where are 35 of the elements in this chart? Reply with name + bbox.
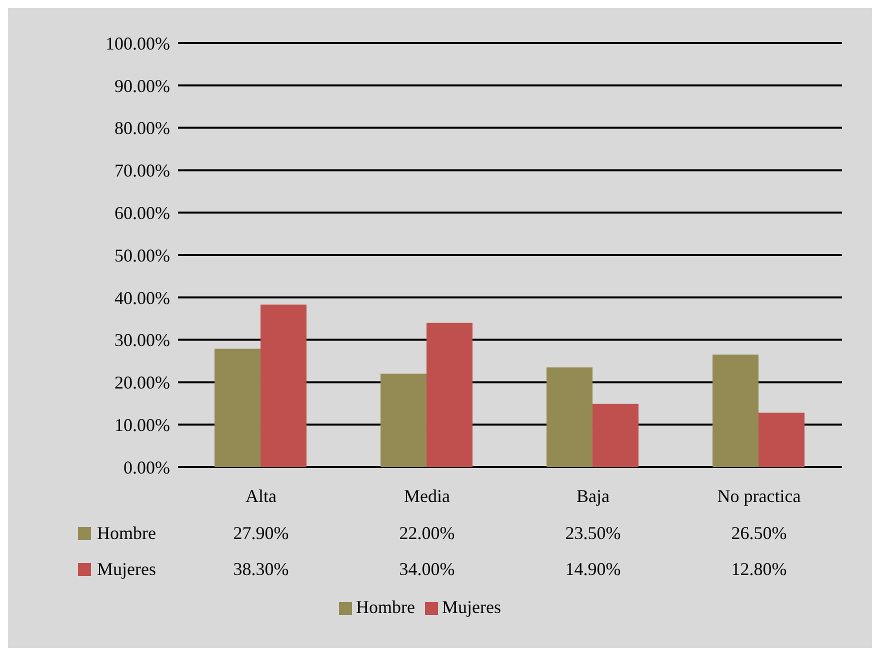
bar bbox=[712, 354, 759, 467]
data-label: 38.30% bbox=[232, 559, 290, 580]
y-tick-label: 50.00% bbox=[114, 245, 170, 266]
bar bbox=[426, 322, 473, 467]
data-label: 26.50% bbox=[730, 523, 788, 544]
y-tick-label: 60.00% bbox=[114, 202, 170, 223]
bar bbox=[758, 412, 805, 467]
bar bbox=[546, 367, 593, 467]
x-tick-label: Alta bbox=[246, 486, 276, 506]
data-label: 34.00% bbox=[398, 559, 456, 580]
y-tick-label: 40.00% bbox=[114, 288, 170, 308]
bar bbox=[592, 404, 639, 467]
legend-label: Hombre bbox=[97, 523, 156, 544]
data-label: 23.50% bbox=[564, 523, 622, 544]
bar bbox=[380, 374, 427, 467]
x-tick-label: No practica bbox=[717, 486, 801, 506]
data-label: 14.90% bbox=[564, 559, 622, 580]
bar bbox=[260, 304, 307, 467]
x-tick-label: Media bbox=[404, 486, 450, 506]
y-tick-label: 80.00% bbox=[114, 118, 170, 138]
y-tick-label: 70.00% bbox=[114, 160, 170, 181]
data-label: 12.80% bbox=[730, 559, 788, 580]
bar bbox=[214, 348, 261, 467]
data-label: 22.00% bbox=[398, 523, 456, 544]
data-label: 27.90% bbox=[232, 523, 290, 544]
text: Hombre bbox=[356, 597, 415, 617]
y-tick-label: 0.00% bbox=[124, 457, 170, 478]
text: Mujeres bbox=[97, 559, 156, 579]
y-tick-label: 20.00% bbox=[114, 372, 170, 393]
y-tick-label: 30.00% bbox=[114, 330, 170, 350]
x-tick-label: Baja bbox=[576, 486, 610, 506]
legend-label: Mujeres bbox=[442, 597, 501, 617]
y-tick-label: 90.00% bbox=[114, 76, 170, 96]
y-tick-label: 100.00% bbox=[106, 33, 170, 54]
y-tick-label: 10.00% bbox=[114, 414, 170, 435]
